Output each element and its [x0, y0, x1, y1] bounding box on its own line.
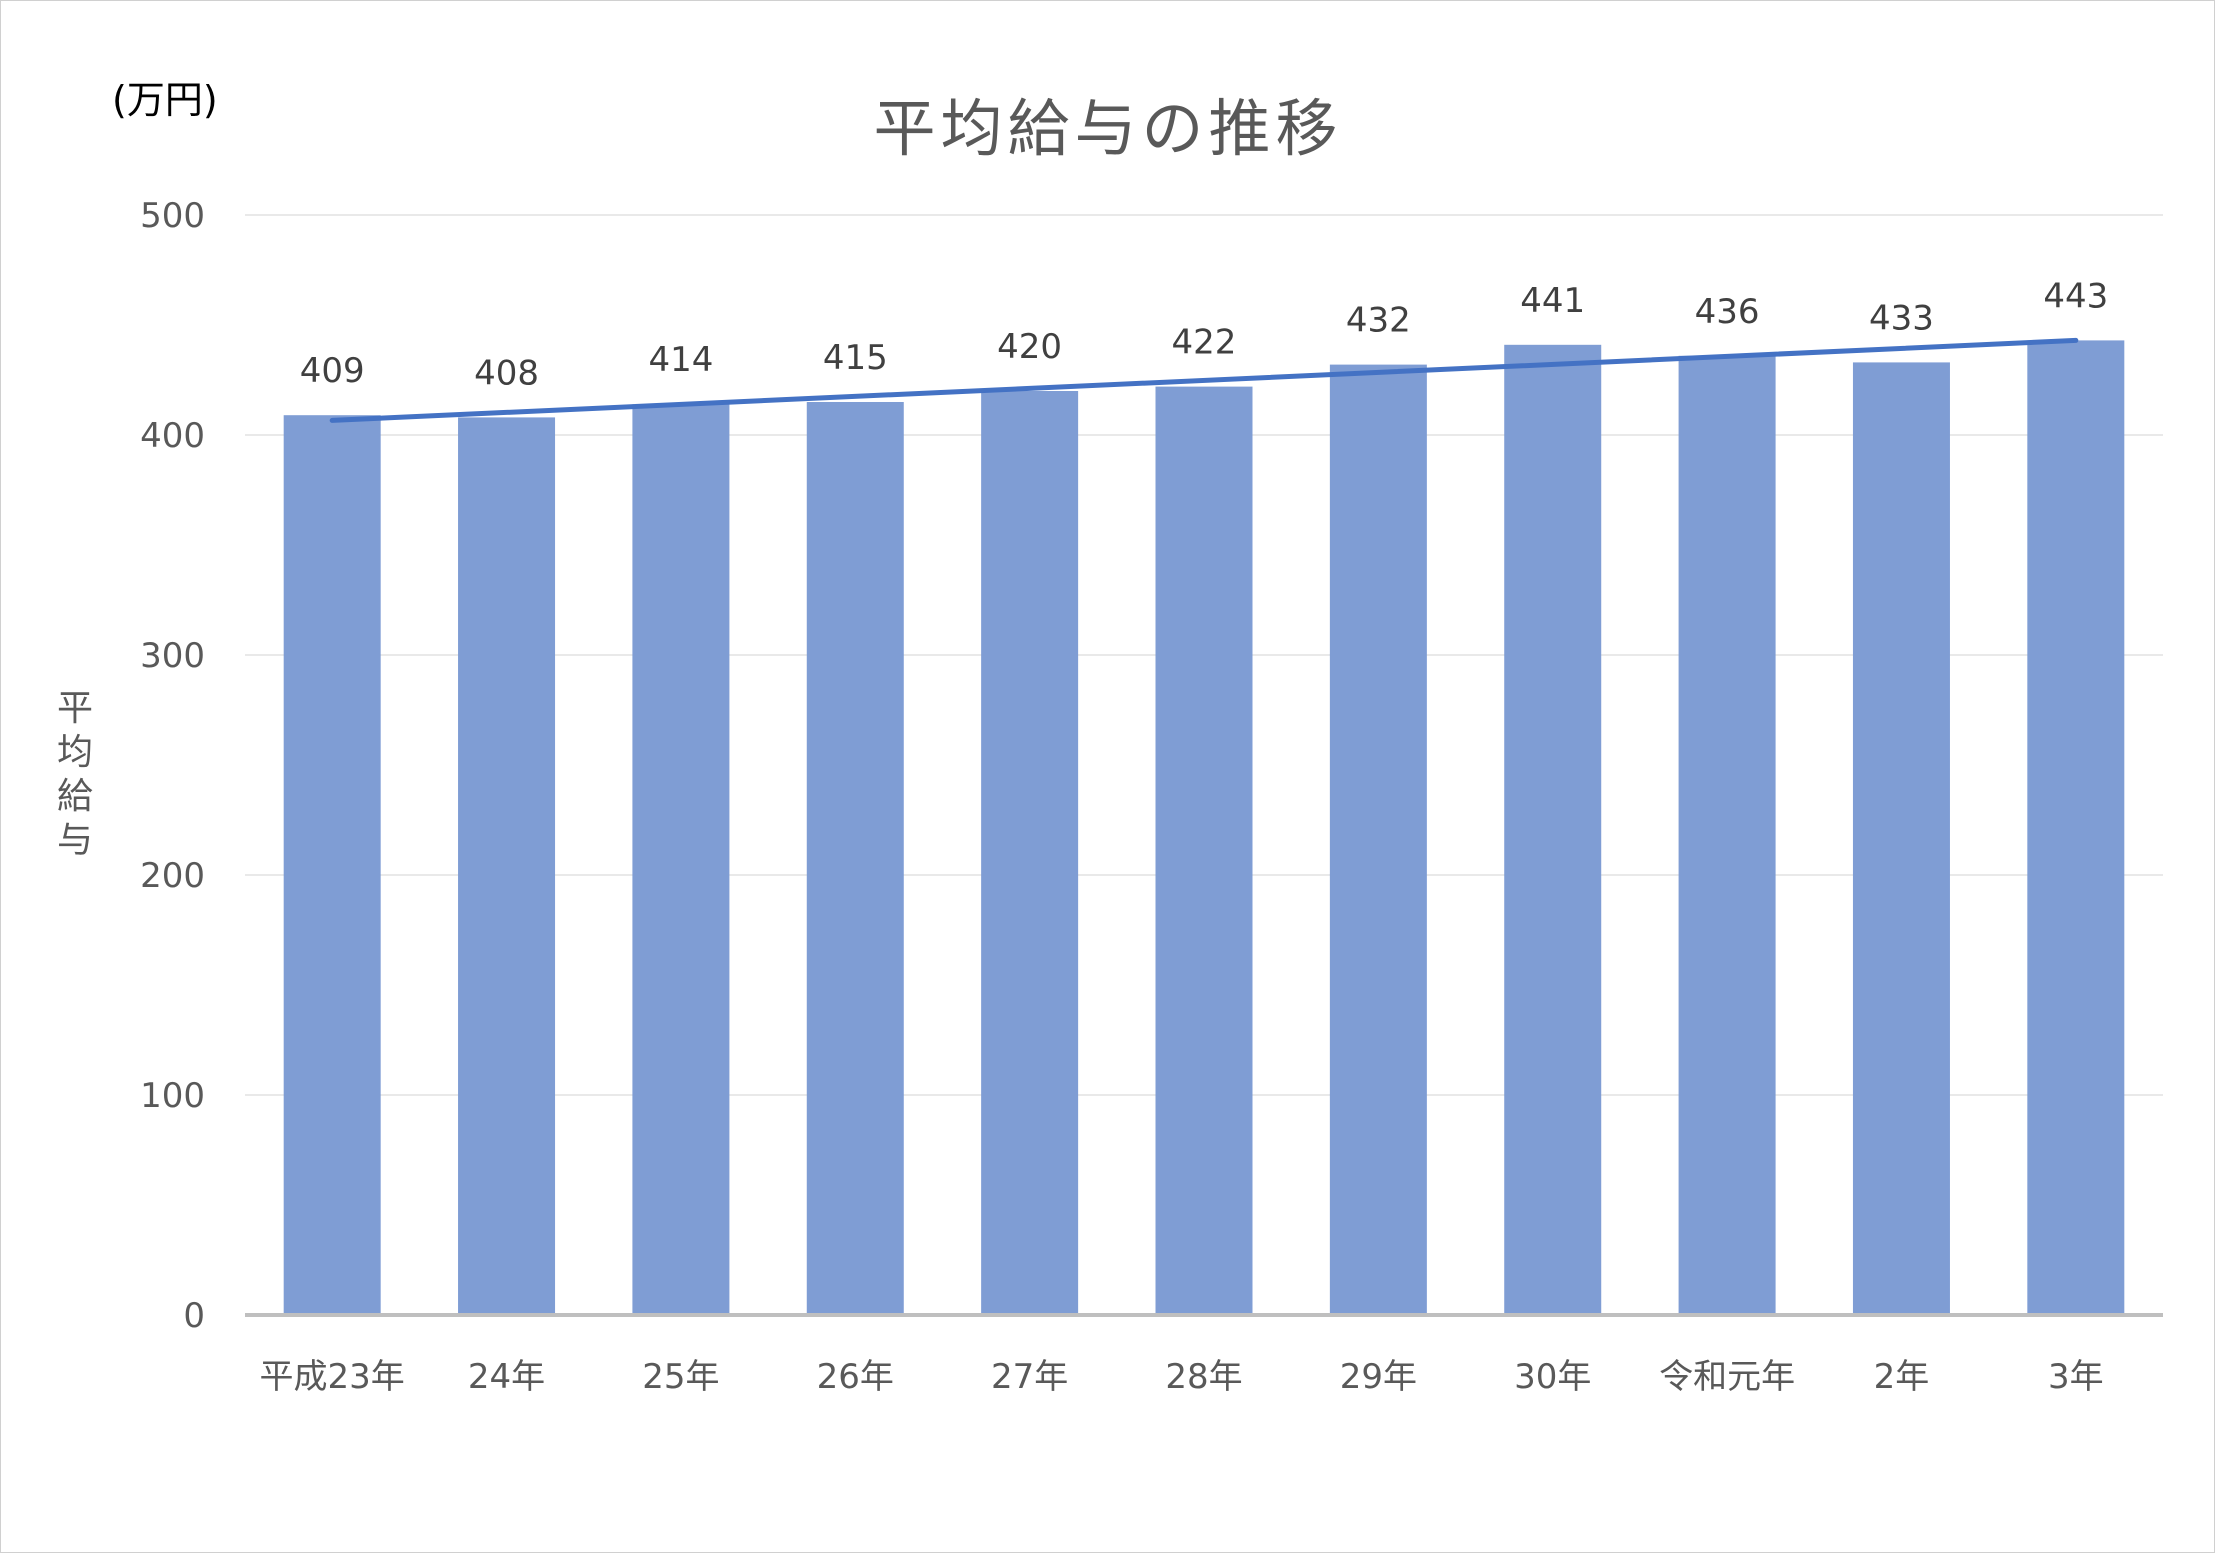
chart-title: 平均給与の推移 [873, 92, 1342, 165]
x-tick-label: 24年 [468, 1357, 545, 1397]
bar [806, 402, 904, 1315]
y-tick-label: 300 [140, 636, 205, 676]
bars [283, 340, 2125, 1316]
bar [1852, 362, 1950, 1315]
y-tick-label: 500 [140, 196, 205, 236]
trendline [329, 337, 2079, 423]
data-label: 422 [1172, 323, 1237, 363]
y-tick-label: 100 [140, 1076, 205, 1116]
unit-label: (万円) [112, 78, 218, 122]
data-label: 409 [300, 351, 365, 391]
x-tick-label: 3年 [2048, 1357, 2104, 1397]
y-axis-label: 平均給与 [57, 688, 93, 861]
y-tick-label: 200 [140, 856, 205, 896]
x-tick-label: 2年 [1874, 1357, 1930, 1397]
x-tick-label: 令和元年 [1659, 1357, 1795, 1397]
x-axis-ticks: 平成23年 24年 25年 26年 27年 28年 29年 30年 令和元年 2年 3年 [260, 1357, 2104, 1397]
x-tick-label: 25年 [642, 1357, 719, 1397]
bar [458, 417, 556, 1315]
bar [1329, 364, 1427, 1316]
y-axis-label-char: 与 [57, 820, 93, 861]
bar [1504, 344, 1602, 1315]
y-tick-label: 0 [183, 1296, 205, 1336]
y-axis-ticks: 0 100 200 300 400 500 [140, 196, 205, 1336]
x-tick-label: 28年 [1165, 1357, 1242, 1397]
x-tick-label: 平成23年 [260, 1357, 405, 1397]
data-labels: 409 408 414 415 420 422 432 441 436 433 443 [300, 276, 2109, 393]
y-axis-label-char: 均 [57, 732, 93, 773]
bar [981, 391, 1079, 1315]
data-label: 443 [2043, 276, 2108, 316]
trendline-group [329, 337, 2079, 423]
data-label: 436 [1695, 292, 1760, 332]
x-tick-label: 29年 [1340, 1357, 1417, 1397]
y-axis-label-char: 給 [57, 776, 93, 817]
data-label: 414 [648, 340, 713, 380]
x-tick-label: 30年 [1514, 1357, 1591, 1397]
bar [1155, 386, 1253, 1316]
x-tick-label: 27年 [991, 1357, 1068, 1397]
bar [1678, 355, 1776, 1315]
data-label: 408 [474, 353, 539, 393]
bar [632, 404, 730, 1315]
y-axis-label-char: 平 [57, 688, 93, 729]
bar [2027, 340, 2125, 1315]
bar [283, 415, 381, 1315]
y-tick-label: 400 [140, 416, 205, 456]
data-label: 432 [1346, 301, 1411, 341]
data-label: 415 [823, 338, 888, 378]
data-label: 441 [1520, 281, 1585, 321]
data-label: 420 [997, 327, 1062, 367]
data-label: 433 [1869, 298, 1934, 338]
x-tick-label: 26年 [817, 1357, 894, 1397]
